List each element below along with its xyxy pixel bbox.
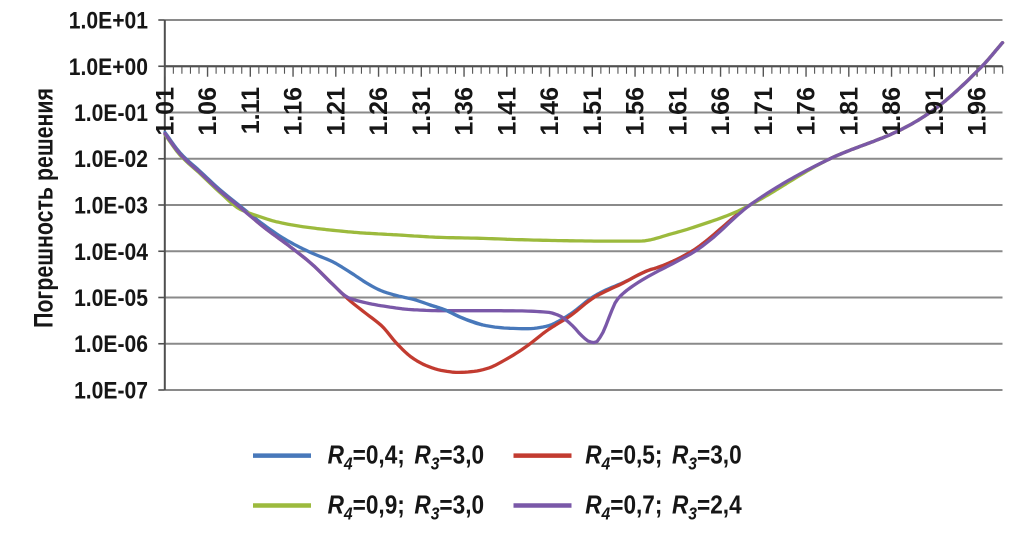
svg-text:1.0E-01: 1.0E-01 bbox=[74, 100, 148, 127]
svg-text:1.81: 1.81 bbox=[835, 87, 863, 136]
svg-text:1.76: 1.76 bbox=[793, 87, 821, 136]
svg-text:1.46: 1.46 bbox=[536, 87, 564, 136]
svg-text:1.0E-02: 1.0E-02 bbox=[74, 146, 148, 173]
svg-text:1.91: 1.91 bbox=[921, 87, 949, 136]
svg-text:1.0E-07: 1.0E-07 bbox=[74, 377, 148, 404]
svg-text:1.56: 1.56 bbox=[622, 87, 650, 136]
svg-text:1.86: 1.86 bbox=[878, 87, 906, 136]
svg-text:1.31: 1.31 bbox=[408, 87, 436, 136]
svg-text:1.21: 1.21 bbox=[322, 87, 350, 136]
svg-text:1.26: 1.26 bbox=[365, 87, 393, 136]
svg-text:1.71: 1.71 bbox=[750, 87, 778, 136]
svg-text:1.0E+01: 1.0E+01 bbox=[69, 7, 148, 34]
svg-text:1.41: 1.41 bbox=[493, 87, 521, 136]
svg-text:1.01: 1.01 bbox=[151, 87, 179, 136]
svg-text:1.0E-06: 1.0E-06 bbox=[74, 331, 148, 358]
svg-text:1.0E+00: 1.0E+00 bbox=[69, 54, 148, 81]
svg-text:Погрешность решения: Погрешность решения bbox=[29, 88, 59, 328]
svg-text:1.0E-05: 1.0E-05 bbox=[74, 285, 148, 312]
svg-text:1.0E-03: 1.0E-03 bbox=[74, 192, 148, 219]
svg-text:1.61: 1.61 bbox=[664, 87, 692, 136]
svg-text:1.06: 1.06 bbox=[194, 87, 222, 136]
svg-text:1.16: 1.16 bbox=[280, 87, 308, 136]
svg-text:1.66: 1.66 bbox=[707, 87, 735, 136]
svg-text:1.51: 1.51 bbox=[579, 87, 607, 136]
svg-text:1.96: 1.96 bbox=[964, 87, 992, 136]
svg-text:1.0E-04: 1.0E-04 bbox=[74, 239, 148, 266]
svg-text:1.36: 1.36 bbox=[451, 87, 479, 136]
svg-text:1.11: 1.11 bbox=[237, 87, 265, 134]
